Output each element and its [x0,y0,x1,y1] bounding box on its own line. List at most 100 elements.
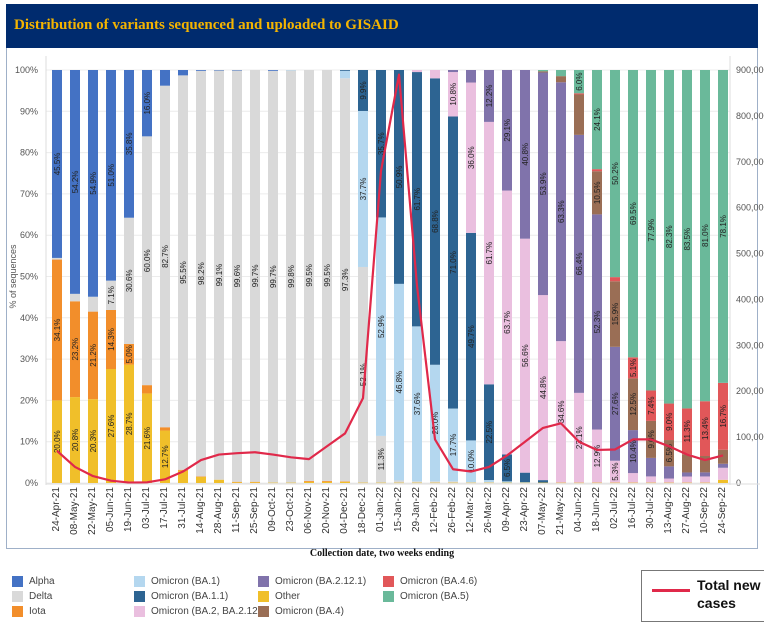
bar-data-label: 36.0% [467,146,476,169]
bar-segment [556,70,566,76]
bar-segment [394,480,404,482]
bar-segment [430,481,440,482]
bar-segment [664,483,674,484]
x-tick-label: 30-Jul-22 [645,487,656,539]
bar-data-label: 77.9% [647,219,656,242]
x-tick-label: 08-May-21 [69,487,80,539]
legend-swatch [258,576,269,587]
bar-segment [340,482,350,483]
bar-segment [556,76,566,82]
bar-data-label: 13.4% [701,417,710,440]
x-tick-label: 07-May-22 [537,487,548,539]
bar-data-label: 37.6% [413,393,422,416]
bar-data-label: 12.7% [161,445,170,468]
bar-data-label: 29.1% [503,119,512,142]
x-tick-label: 29-Jan-22 [411,487,422,539]
legend-swatch [258,591,269,602]
bar-data-label: 61.7% [485,242,494,265]
y-tick-label: 50% [20,272,38,282]
bar-segment [430,70,440,78]
y-tick-label: 20% [20,395,38,405]
bar-data-label: 7.4% [647,397,656,415]
legend-swatch [134,606,145,617]
bar-data-label: 45.5% [53,153,62,176]
y-tick-label: 40% [20,313,38,323]
bar-segment [340,481,350,482]
bar-segment [358,483,368,484]
bar-data-label: 21.6% [143,427,152,450]
bar-data-label: 71.0% [449,251,458,274]
bar-data-label: 34.1% [53,319,62,342]
x-tick-label: 13-Aug-22 [663,487,674,539]
legend-item: Omicron (BA.1.1) [134,591,228,602]
legend-label: Omicron (BA.4.6) [400,576,477,587]
x-tick-label: 14-Aug-21 [195,487,206,539]
bar-segment [214,70,224,71]
bar-data-label: 68.8% [431,210,440,233]
bar-data-label: 52.3% [593,311,602,334]
bar-segment [196,70,206,71]
y2-tick-label: 800,000 [736,111,764,121]
bar-data-label: 50.2% [611,162,620,185]
legend-label: Omicron (BA.4) [275,606,344,617]
bar-data-label: 28.7% [125,412,134,435]
bar-segment [214,480,224,483]
x-tick-label: 04-Jun-22 [573,487,584,539]
bar-data-label: 53.9% [539,172,548,195]
x-tick-label: 12-Feb-22 [429,487,440,539]
x-tick-label: 19-Jun-21 [123,487,134,539]
bar-segment [484,482,494,483]
bar-data-label: 16.0% [143,92,152,115]
legend-label: Other [275,591,300,602]
bar-data-label: 54.9% [89,172,98,195]
legend-item: Delta [12,591,52,602]
bar-segment [520,473,530,483]
bar-segment [574,483,584,484]
bar-segment [268,483,278,484]
bar-data-label: 99.6% [233,265,242,288]
bar-segment [70,294,80,301]
legend-swatch [12,591,23,602]
bar-segment [700,483,710,484]
bar-data-label: 11.3% [377,448,386,470]
bar-segment [250,482,260,483]
x-tick-label: 12-Mar-22 [465,487,476,539]
bar-segment [628,483,638,484]
bar-segment [322,481,332,482]
bar-data-label: 24.1% [593,108,602,131]
bar-data-label: 60.0% [143,249,152,272]
y2-tick-label: 300,000 [736,340,764,350]
legend-label: Alpha [29,576,55,587]
bar-data-label: 99.1% [215,264,224,287]
bar-segment [142,385,152,393]
bar-data-label: 5.1% [629,359,638,377]
x-tick-label: 15-Jan-22 [393,487,404,539]
bar-segment [502,483,512,484]
legend-item: Omicron (BA.2, BA.2.12) [134,606,261,617]
x-axis-title: Collection date, two weeks ending [0,548,764,559]
bar-data-label: 5.0% [125,345,134,363]
legend-label: Omicron (BA.2, BA.2.12) [151,606,261,617]
bar-segment [52,258,62,260]
bar-data-label: 17.7% [449,434,458,457]
legend-item: Omicron (BA.4.6) [383,576,477,587]
bar-segment [646,483,656,484]
bar-segment [448,70,458,72]
bar-segment [160,427,170,430]
bar-data-label: 52.9% [377,315,386,338]
x-tick-label: 21-May-22 [555,487,566,539]
bar-data-label: 12.2% [485,85,494,108]
bar-data-label: 98.2% [197,262,206,285]
bar-segment [646,458,656,477]
y2-tick-label: 0 [736,478,741,488]
bar-segment [718,480,728,483]
bar-data-label: 50.9% [395,166,404,189]
bar-segment [304,481,314,482]
bar-segment [412,70,422,72]
bar-segment [160,70,170,86]
legend-label: Omicron (BA.5) [400,591,469,602]
y2-tick-label: 600,000 [736,203,764,213]
legend-label: Delta [29,591,52,602]
x-tick-label: 18-Dec-21 [357,487,368,539]
bar-data-label: 66.4% [575,253,584,276]
